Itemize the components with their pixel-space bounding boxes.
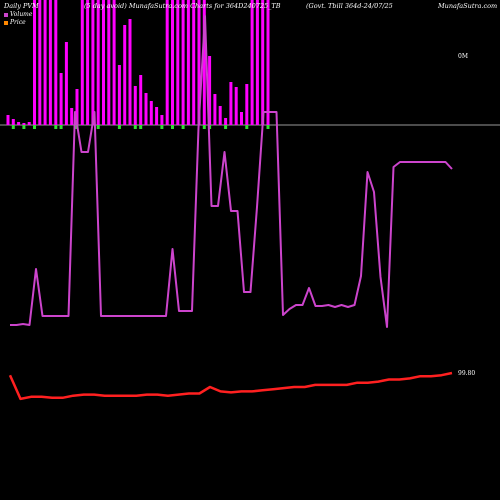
down-volume-bar [245, 125, 249, 129]
instrument-name: (Govt. Tbill 364d-24/07/25 [306, 2, 393, 10]
down-volume-bar [202, 125, 206, 129]
volume-bar [139, 75, 143, 125]
volume-bar [54, 0, 58, 125]
down-volume-bar [22, 125, 26, 129]
legend-price-label: Price [10, 19, 26, 26]
down-volume-bar [266, 125, 270, 129]
legend-volume: Volume [4, 11, 32, 18]
volume-bar [218, 106, 222, 125]
down-volume-bar [117, 125, 121, 129]
volume-bar [102, 0, 105, 125]
volume-bar [117, 65, 121, 125]
volume-bar [11, 119, 15, 125]
volume-bar [266, 0, 270, 125]
volume-bar [22, 123, 26, 125]
volume-bar [27, 122, 31, 125]
down-volume-bar [224, 125, 228, 129]
chart-title: (5 day avoid) MunafaSutra.com Charts for… [84, 2, 281, 10]
price-axis-label: 99.80 [458, 370, 476, 377]
volume-bar [86, 0, 90, 125]
volume-bar [80, 0, 84, 125]
price-line [8, 371, 453, 401]
volume-bar [171, 0, 174, 125]
down-volume-bar [171, 125, 174, 129]
legend-price-swatch [4, 20, 8, 25]
volume-bar [75, 89, 79, 125]
volume-bar [38, 0, 42, 125]
volume-bar [48, 0, 52, 125]
volume-line [10, 15, 453, 328]
volume-bar [240, 112, 243, 125]
volume-bar [202, 0, 206, 125]
volume-bar [234, 87, 238, 125]
volume-bar [112, 0, 116, 125]
volume-bar [176, 0, 180, 125]
volume-bar [213, 94, 217, 125]
legend-price: Price [4, 19, 26, 26]
volume-bar [224, 118, 228, 125]
down-volume-bar [181, 125, 185, 129]
down-volume-bar [59, 125, 63, 129]
volume-bar [229, 82, 233, 125]
volume-bar [192, 0, 196, 125]
volume-bar [107, 0, 111, 125]
volume-bar [255, 0, 259, 125]
volume-bar [144, 93, 148, 125]
volume-bar [17, 122, 21, 125]
site-brand: MunafaSutra.com [438, 2, 498, 10]
volume-bar [155, 107, 159, 125]
down-volume-bar [11, 125, 15, 129]
volume-bar [64, 42, 68, 125]
volume-bar [128, 19, 132, 125]
volume-bar [149, 101, 153, 125]
down-volume-bar [54, 125, 58, 129]
volume-bar [186, 0, 190, 125]
volume-bar [261, 0, 265, 125]
volume-bar [197, 0, 201, 125]
volume-bar [165, 0, 169, 125]
volume-bar [123, 25, 127, 125]
volume-bar [181, 0, 185, 125]
volume-bar [59, 73, 63, 125]
volume-bar [6, 115, 10, 125]
volume-bar [160, 115, 164, 125]
volume-bar [208, 56, 212, 125]
volume-bar [245, 84, 249, 125]
down-volume-bar [96, 125, 100, 129]
volume-bar [91, 0, 95, 125]
volume-bar [250, 0, 254, 125]
volume-bar [33, 0, 36, 125]
down-volume-bar [160, 125, 164, 129]
legend-volume-label: Volume [10, 11, 33, 18]
volume-bar [96, 0, 100, 125]
chart-period-label: Daily PVM [4, 2, 39, 10]
volume-bar [133, 86, 137, 125]
volume-bar [43, 0, 47, 125]
down-volume-bar [33, 125, 36, 129]
down-volume-bar [139, 125, 143, 129]
down-volume-bar [133, 125, 137, 129]
volume-axis-label: 0M [458, 53, 468, 60]
volume-bar [70, 108, 74, 125]
legend-volume-swatch [4, 12, 8, 17]
